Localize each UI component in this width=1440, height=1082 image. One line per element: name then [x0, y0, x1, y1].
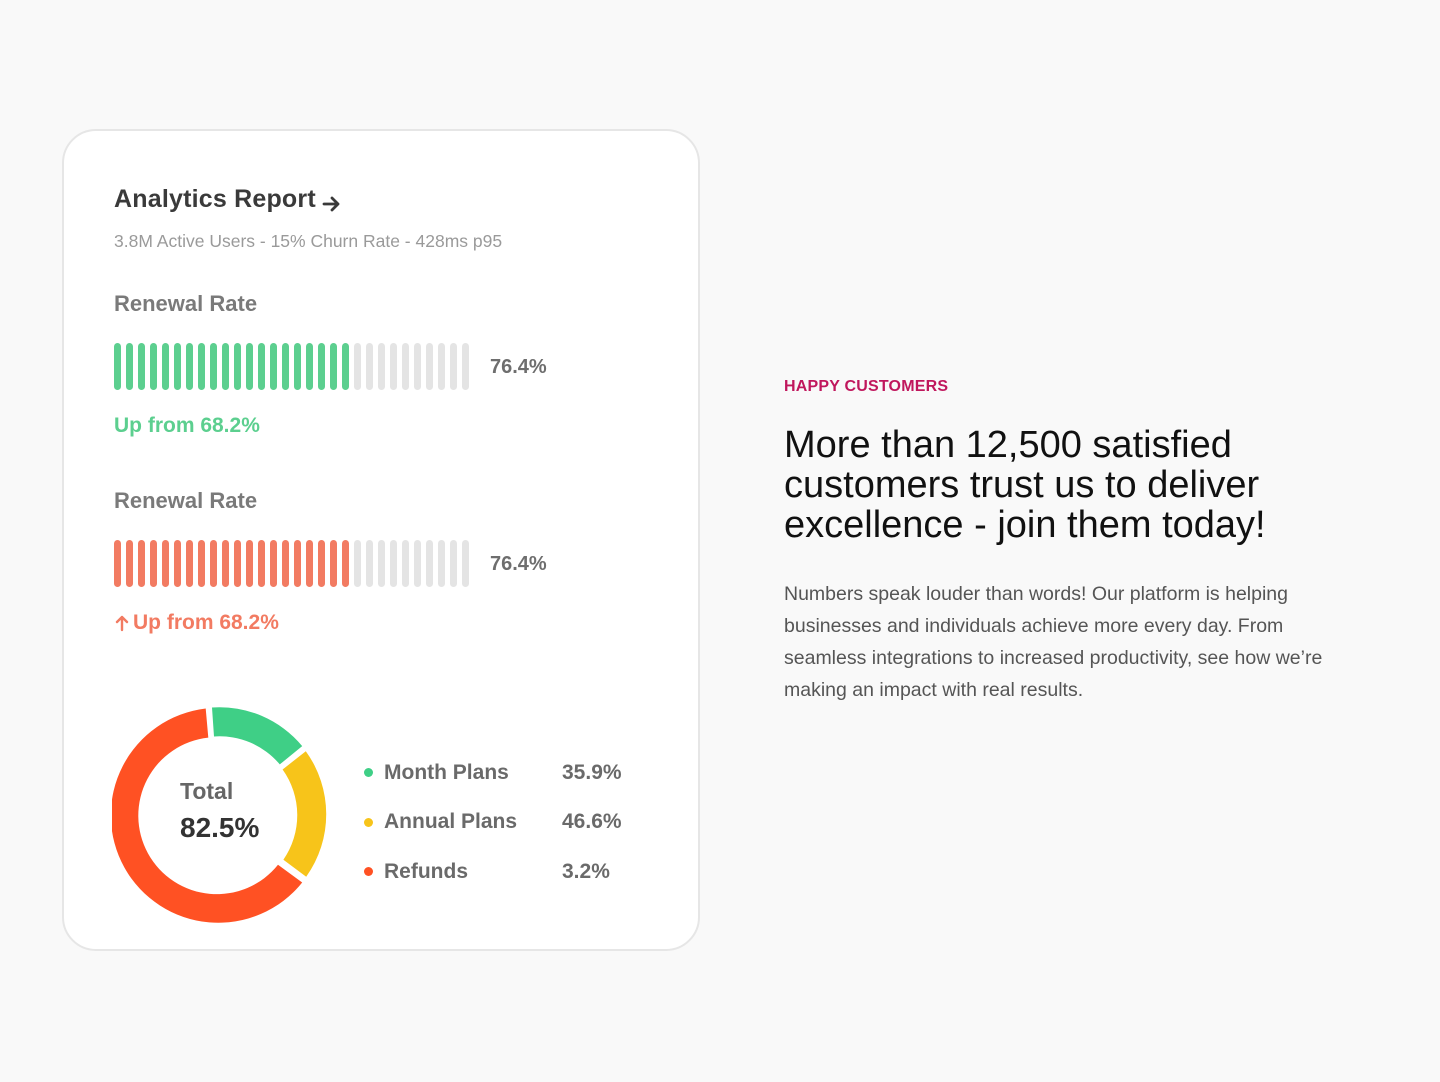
progress-bar-empty [366, 540, 373, 587]
progress-bar-filled [222, 343, 229, 390]
legend-dot [364, 867, 373, 877]
legend-dot [364, 768, 373, 778]
arrow-up-icon [114, 614, 130, 632]
progress-bar-filled [294, 540, 301, 587]
progress-bar-empty [426, 540, 433, 587]
donut-legend: Month Plans 35.9% Annual Plans 46.6% Ref… [364, 748, 622, 897]
progress-bar-filled [234, 343, 241, 390]
progress-bar-filled [150, 343, 157, 390]
metric-change-text: Up from 68.2% [133, 611, 279, 634]
progress-bar-filled [330, 540, 337, 587]
progress-bar-filled [246, 540, 253, 587]
donut-segment-annual-plans [282, 751, 327, 877]
progress-bars-green [114, 343, 469, 390]
metric-label: Renewal Rate [114, 291, 258, 316]
progress-bar-filled [174, 343, 181, 390]
progress-bar-empty [354, 540, 361, 587]
progress-bar-filled [258, 343, 265, 390]
progress-bar-empty [366, 343, 373, 390]
legend-name: Refunds [384, 859, 468, 883]
progress-bar-filled [162, 540, 169, 587]
legend-item-refunds: Refunds 3.2% [364, 847, 622, 897]
progress-bar-empty [450, 343, 457, 390]
progress-bar-empty [390, 343, 397, 390]
progress-bar-empty [438, 343, 445, 390]
progress-bar-empty [354, 343, 361, 390]
progress-bar-filled [318, 540, 325, 587]
progress-bar-filled [342, 540, 349, 587]
progress-bars-coral [114, 540, 469, 587]
legend-value: 3.2% [562, 859, 610, 883]
legend-dot [364, 817, 373, 827]
progress-bar-filled [270, 343, 277, 390]
progress-bar-filled [210, 540, 217, 587]
legend-name: Month Plans [384, 760, 509, 784]
progress-bar-filled [114, 540, 121, 587]
legend-item-month-plans: Month Plans 35.9% [364, 748, 622, 798]
progress-bar-filled [150, 540, 157, 587]
progress-bar-empty [438, 540, 445, 587]
progress-bar-filled [186, 343, 193, 390]
donut-segment-refunds [110, 708, 303, 923]
progress-bar-filled [126, 540, 133, 587]
legend-item-annual-plans: Annual Plans 46.6% [364, 798, 622, 848]
progress-bar-filled [318, 343, 325, 390]
donut-total-label: Total [180, 778, 234, 804]
donut-segment-month-plans [212, 707, 303, 765]
metric-change: Up from 68.2% [114, 414, 260, 438]
progress-bar-empty [462, 343, 469, 390]
progress-bar-filled [342, 343, 349, 390]
metric-value: 76.4% [490, 553, 547, 575]
metric-change: Up from 68.2% [114, 611, 279, 635]
progress-bar-filled [198, 540, 205, 587]
card-title-link[interactable]: Analytics Report [114, 185, 342, 214]
progress-bar-empty [378, 540, 385, 587]
progress-bar-empty [402, 343, 409, 390]
progress-bar-filled [126, 343, 133, 390]
legend-name: Annual Plans [384, 810, 518, 834]
progress-bar-empty [414, 343, 421, 390]
metric-value: 76.4% [490, 356, 547, 378]
progress-bar-empty [462, 540, 469, 587]
card-subtitle: 3.8M Active Users - 15% Churn Rate - 428… [114, 231, 503, 251]
legend-value: 35.9% [562, 760, 622, 784]
progress-bar-filled [186, 540, 193, 587]
legend-value: 46.6% [562, 810, 622, 834]
card-title: Analytics Report [114, 185, 316, 213]
progress-bar-empty [414, 540, 421, 587]
progress-bar-filled [114, 343, 121, 390]
arrow-right-icon [322, 191, 342, 211]
progress-bar-empty [426, 343, 433, 390]
section-eyebrow: HAPPY CUSTOMERS [784, 378, 949, 395]
progress-bar-filled [138, 540, 145, 587]
donut-total-value: 82.5% [180, 812, 260, 843]
progress-bar-filled [282, 540, 289, 587]
analytics-card: Analytics Report 3.8M Active Users - 15%… [62, 129, 700, 951]
metric-label: Renewal Rate [114, 488, 258, 513]
progress-bar-filled [246, 343, 253, 390]
progress-bar-empty [378, 343, 385, 390]
progress-bar-filled [174, 540, 181, 587]
progress-bar-empty [402, 540, 409, 587]
progress-bar-filled [222, 540, 229, 587]
progress-bar-filled [234, 540, 241, 587]
progress-bar-filled [306, 343, 313, 390]
metric-change-text: Up from 68.2% [114, 414, 260, 437]
progress-bar-filled [198, 343, 205, 390]
progress-bar-filled [270, 540, 277, 587]
section-headline: More than 12,500 satisfied customers tru… [784, 424, 1266, 546]
section-body: Numbers speak louder than words! Our pla… [784, 583, 1323, 701]
donut-chart: Total 82.5% [110, 706, 330, 924]
progress-bar-filled [138, 343, 145, 390]
progress-bar-empty [450, 540, 457, 587]
progress-bar-filled [294, 343, 301, 390]
progress-bar-filled [258, 540, 265, 587]
progress-bar-filled [162, 343, 169, 390]
progress-bar-filled [282, 343, 289, 390]
progress-bar-filled [330, 343, 337, 390]
progress-bar-empty [390, 540, 397, 587]
progress-bar-filled [210, 343, 217, 390]
progress-bar-filled [306, 540, 313, 587]
